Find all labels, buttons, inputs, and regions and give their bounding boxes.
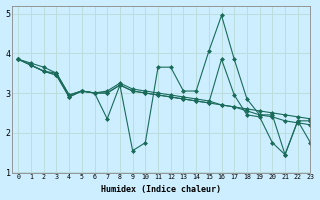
X-axis label: Humidex (Indice chaleur): Humidex (Indice chaleur) [101, 185, 221, 194]
